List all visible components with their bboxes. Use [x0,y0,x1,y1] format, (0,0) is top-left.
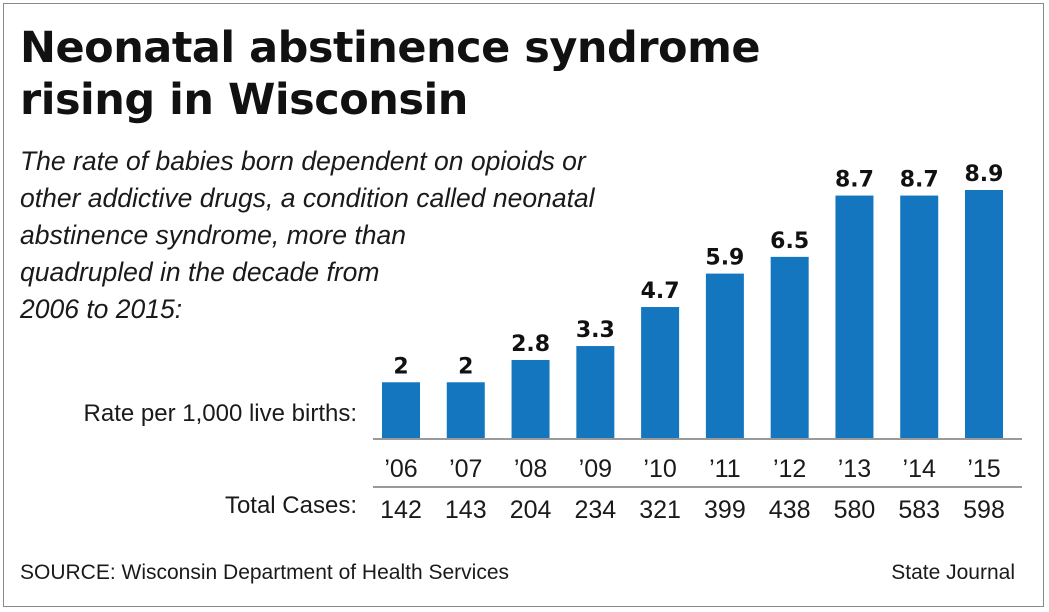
bar [511,359,550,438]
bar [641,307,680,438]
chart-frame [3,3,1044,607]
bar [576,346,615,438]
bar [446,382,485,438]
publisher-credit: State Journal [891,561,1015,584]
bar-value-label: 6.5 [770,229,809,254]
total-cases-value: 234 [574,496,616,524]
total-cases-label: Total Cases: [224,492,357,519]
x-tick-label: ’07 [449,455,482,483]
bar-value-label: 5.9 [705,246,744,271]
total-cases-value: 399 [704,496,746,524]
x-tick-label: ’10 [643,455,676,483]
x-tick-label: ’08 [514,455,547,483]
bar [965,190,1003,438]
total-cases-value: 438 [769,496,811,524]
bar-value-label: 8.7 [835,168,874,193]
bar [900,195,939,438]
x-tick-labels-group: ’06 ’07 ’08 ’09 ’10 ’11 ’12 ’13 ’14 ’15 [384,455,1000,483]
bar-value-label: 2.8 [511,332,550,357]
total-cases-value: 321 [639,496,681,524]
x-tick-label: ’15 [967,455,1000,483]
value-labels-group: 2 2 2.8 3.3 4.7 5.9 6.5 8.7 8.7 8.9 [393,162,1003,379]
bar [835,195,874,438]
bars-group [382,190,1003,438]
chart-title: Neonatal abstinence syndrome rising in W… [20,23,761,125]
x-tick-label: ’12 [773,455,806,483]
total-cases-value: 142 [380,496,422,524]
bar [382,382,420,438]
bar [770,256,809,438]
bar-value-label: 2 [393,354,408,379]
bar-value-label: 3.3 [576,318,615,343]
bar-value-label: 4.7 [641,279,680,304]
bar [705,273,744,438]
bar-value-label: 8.9 [965,162,1004,187]
total-cases-group: 142 143 204 234 321 399 438 580 583 598 [380,496,1005,524]
source-note: SOURCE: Wisconsin Department of Health S… [20,561,509,584]
total-cases-value: 583 [898,496,940,524]
rate-label: Rate per 1,000 live births: [83,400,357,427]
bar-value-label: 8.7 [900,168,939,193]
total-cases-value: 204 [510,496,552,524]
bar-value-label: 2 [458,354,473,379]
x-tick-label: ’06 [384,455,417,483]
x-tick-label: ’11 [709,455,741,483]
x-tick-label: ’09 [579,455,612,483]
total-cases-value: 598 [963,496,1005,524]
x-tick-label: ’14 [903,455,936,483]
chart-subtitle: The rate of babies born dependent on opi… [20,146,595,324]
total-cases-value: 580 [834,496,876,524]
total-cases-value: 143 [445,496,487,524]
x-tick-label: ’13 [838,455,871,483]
